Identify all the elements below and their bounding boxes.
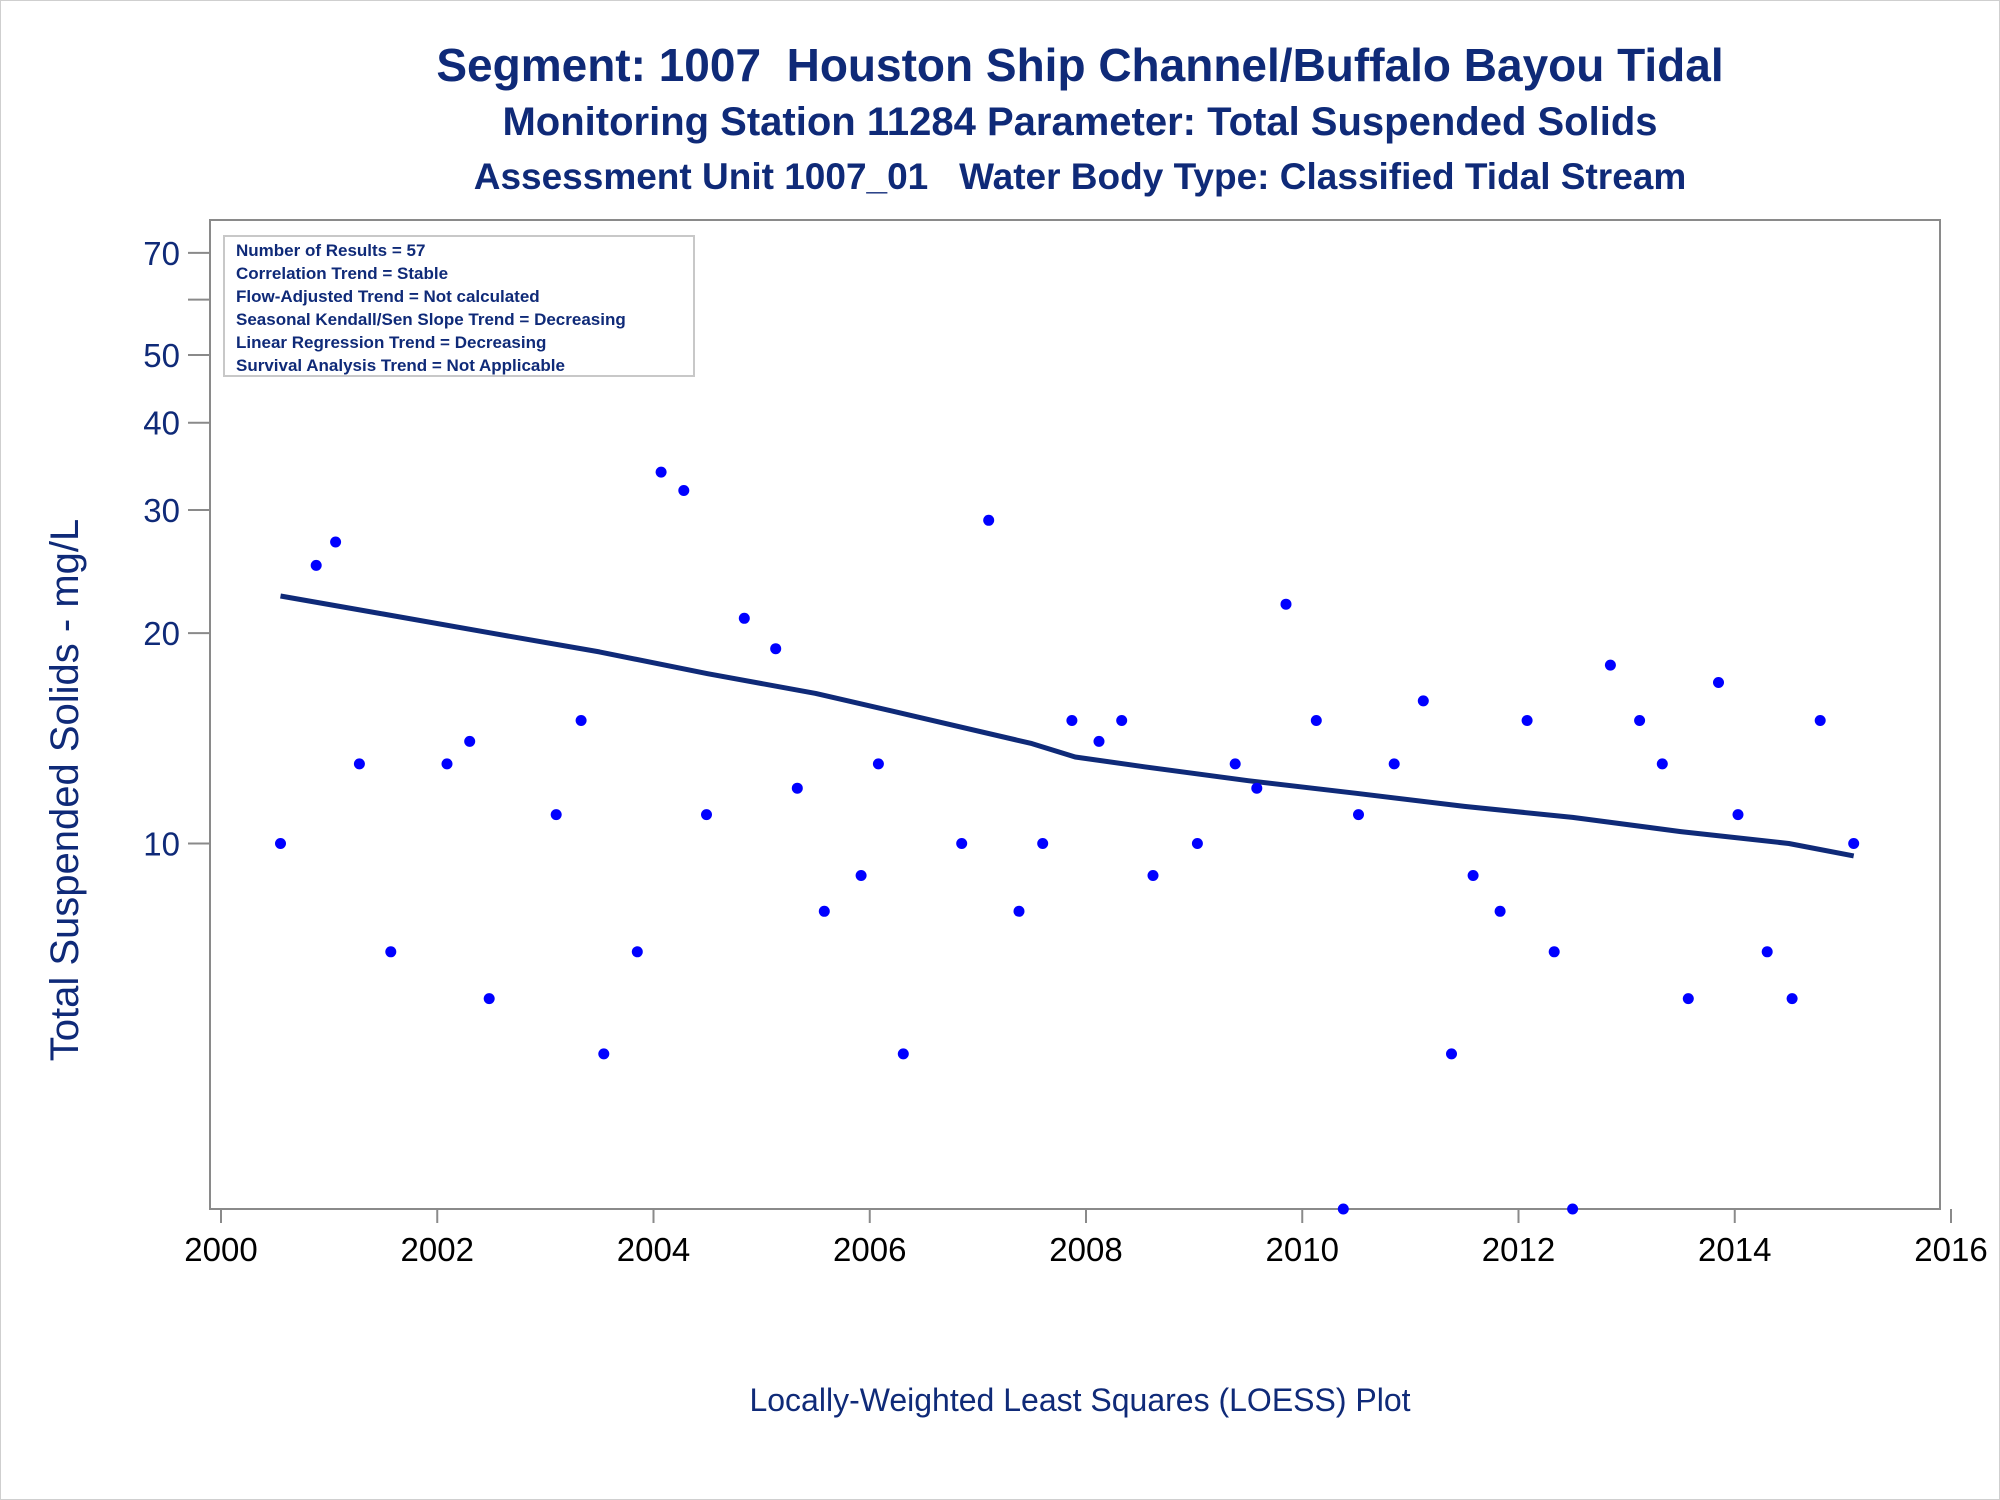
y-axis-label: Total Suspended Solids - mg/L: [43, 519, 87, 1062]
data-point: [1732, 809, 1744, 821]
x-tick-label: 2004: [617, 1231, 690, 1268]
x-tick-label: 2006: [833, 1231, 906, 1268]
data-point: [983, 514, 995, 526]
stats-line: Correlation Trend = Stable: [236, 264, 448, 283]
y-tick-label: 40: [143, 405, 180, 442]
data-point: [1548, 946, 1560, 958]
data-point: [1417, 695, 1429, 707]
data-point: [701, 809, 712, 821]
data-point: [1337, 1203, 1349, 1215]
x-tick-label: 2010: [1266, 1231, 1339, 1268]
data-point: [1280, 598, 1292, 610]
chart-subtitle-assessment: Assessment Unit 1007_01 Water Body Type:…: [473, 156, 1687, 197]
data-point: [1191, 838, 1203, 849]
chart-title: Segment: 1007 Houston Ship Channel/Buffa…: [436, 39, 1724, 91]
data-points: [275, 238, 1860, 1215]
data-point: [956, 838, 968, 849]
data-point: [897, 1048, 909, 1060]
x-axis: 2000 2002 2004 2006 2008 2010 2012 2014 2016: [184, 1209, 1988, 1268]
stats-box-border: [223, 235, 695, 377]
stats-line: Survival Analysis Trend = Not Applicable: [236, 356, 565, 375]
stats-line: Number of Results = 57: [236, 241, 425, 260]
data-point: [1467, 870, 1479, 881]
data-point: [1066, 715, 1078, 726]
chart-footnote: Locally-Weighted Least Squares (LOESS) P…: [749, 1382, 1411, 1418]
data-point: [631, 946, 643, 958]
data-point: [1848, 838, 1860, 849]
data-point: [1567, 1203, 1579, 1215]
data-point: [791, 782, 803, 794]
data-point: [1682, 993, 1694, 1005]
y-tick-label: 10: [143, 826, 180, 863]
x-tick-label: 2012: [1482, 1231, 1555, 1268]
data-point: [678, 485, 690, 496]
y-tick-label: 30: [143, 492, 180, 529]
data-point: [330, 536, 342, 548]
y-tick-label: 70: [143, 235, 180, 272]
data-point: [1310, 715, 1322, 726]
loess-line: [280, 593, 1855, 859]
data-point: [1013, 905, 1025, 917]
data-point: [1251, 782, 1263, 794]
data-point: [353, 758, 365, 770]
data-point: [1388, 758, 1400, 770]
data-point: [770, 643, 782, 655]
data-point: [1761, 946, 1773, 958]
data-point: [1634, 715, 1646, 726]
x-tick-label: 2002: [401, 1231, 474, 1268]
plot-area: [209, 219, 1941, 1210]
loess-trend-line: [280, 593, 1855, 859]
x-tick-label: 2014: [1698, 1231, 1771, 1268]
data-point: [1037, 838, 1049, 849]
data-point: [1656, 758, 1668, 770]
x-tick-label: 2016: [1914, 1231, 1987, 1268]
y-tick-label: 20: [143, 615, 180, 652]
data-point: [1229, 758, 1241, 770]
data-point: [1494, 905, 1506, 917]
data-point: [1604, 659, 1616, 671]
data-point: [1713, 677, 1724, 688]
y-axis: 10 20 30 40 50 70: [143, 235, 210, 863]
trend-stats-box: Number of Results = 57 Correlation Trend …: [223, 235, 695, 377]
data-point: [872, 758, 884, 770]
stats-line: Linear Regression Trend = Decreasing: [236, 333, 546, 352]
x-tick-label: 2000: [184, 1231, 257, 1268]
data-point: [855, 870, 867, 881]
data-point: [575, 715, 587, 726]
data-point: [464, 735, 476, 747]
data-point: [1786, 993, 1798, 1005]
data-point: [1147, 870, 1159, 881]
data-point: [1116, 715, 1128, 726]
chart-subtitle-station: Monitoring Station 11284 Parameter: Tota…: [502, 100, 1658, 144]
data-point: [483, 993, 495, 1005]
data-point: [385, 946, 397, 958]
data-point: [818, 905, 830, 917]
stats-line: Flow-Adjusted Trend = Not calculated: [236, 287, 540, 306]
data-point: [1814, 715, 1826, 726]
data-point: [1521, 715, 1533, 726]
x-tick-label: 2008: [1049, 1231, 1122, 1268]
data-point: [1353, 809, 1364, 821]
y-tick-label: 50: [143, 337, 180, 374]
data-point: [655, 466, 667, 478]
data-point: [738, 612, 750, 624]
data-point: [550, 809, 562, 821]
stats-line: Seasonal Kendall/Sen Slope Trend = Decre…: [236, 310, 626, 329]
data-point: [1093, 735, 1105, 747]
data-point: [1446, 1048, 1457, 1060]
data-point: [441, 758, 453, 770]
data-point: [275, 838, 286, 849]
data-point: [310, 559, 322, 571]
data-point: [598, 1048, 610, 1060]
